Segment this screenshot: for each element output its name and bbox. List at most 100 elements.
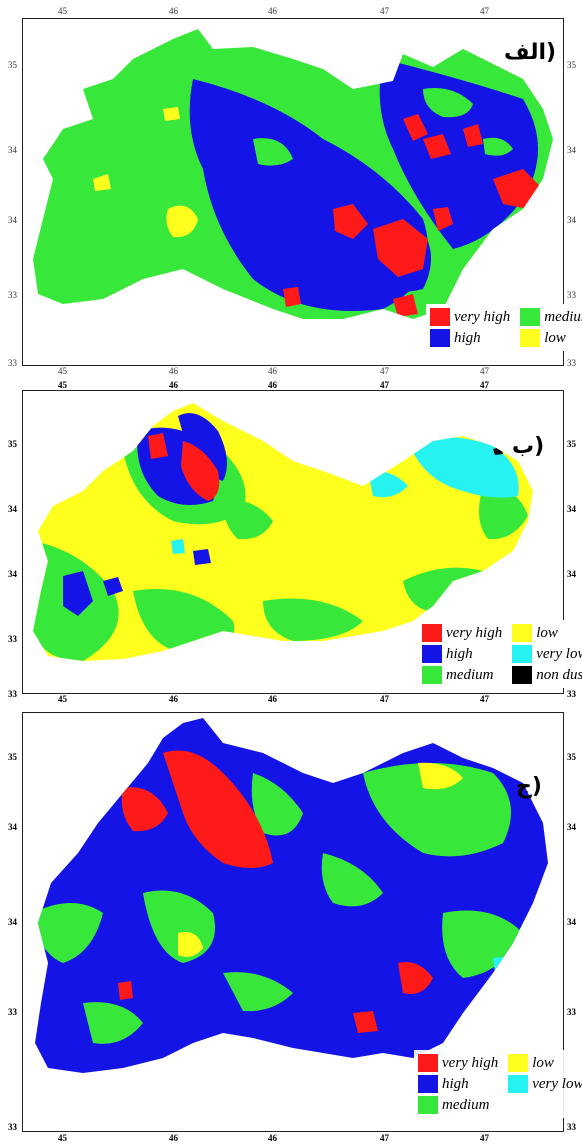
left-tick: 33 <box>8 290 17 300</box>
left-tick: 33 <box>8 1122 17 1132</box>
bottom-tick: 45 <box>58 694 67 704</box>
top-tick: 46 <box>169 380 178 390</box>
left-tick: 35 <box>8 60 17 70</box>
left-tick: 33 <box>8 689 17 699</box>
bottom-tick: 45 <box>58 1133 67 1143</box>
legend-item: very low <box>512 645 582 663</box>
right-tick: 35 <box>567 60 576 70</box>
legend-label: high <box>454 329 481 346</box>
top-tick: 47 <box>380 6 389 16</box>
panel-label: ج) <box>516 774 542 799</box>
top-tick: 45 <box>58 6 67 16</box>
left-tick: 34 <box>8 215 17 225</box>
bottom-tick: 46 <box>268 694 277 704</box>
legend-swatch <box>418 1096 438 1114</box>
legend-item: low <box>520 329 582 347</box>
bottom-tick: 47 <box>480 1133 489 1143</box>
panel-label: ب) <box>512 434 545 459</box>
legend-label: very high <box>454 308 511 325</box>
legend-item: high <box>418 1075 498 1093</box>
legend-swatch <box>422 624 442 642</box>
legend-swatch <box>418 1054 438 1072</box>
legend-swatch <box>418 1075 438 1093</box>
left-tick: 33 <box>8 358 17 368</box>
legend-label: medium <box>446 666 494 683</box>
map-frame <box>22 18 564 366</box>
top-tick: 45 <box>58 380 67 390</box>
right-tick: 33 <box>567 358 576 368</box>
bottom-tick: 47 <box>380 694 389 704</box>
bottom-tick: 46 <box>169 366 178 376</box>
right-tick: 34 <box>567 569 576 579</box>
legend-label: very high <box>446 624 503 641</box>
left-tick: 34 <box>8 917 17 927</box>
legend-swatch <box>520 329 541 347</box>
map-frame <box>22 390 564 694</box>
bottom-tick: 47 <box>480 694 489 704</box>
left-tick: 34 <box>8 569 17 579</box>
legend-item: non dust <box>512 666 582 684</box>
map-legend: very high low high very low medium <box>414 1050 582 1118</box>
legend-label: very high <box>442 1054 499 1071</box>
legend-label: low <box>544 329 566 346</box>
top-tick: 47 <box>380 380 389 390</box>
map-frame <box>22 712 564 1132</box>
legend-label: medium <box>544 308 582 325</box>
bottom-tick: 47 <box>380 366 389 376</box>
left-tick: 34 <box>8 504 17 514</box>
bottom-tick: 47 <box>380 1133 389 1143</box>
legend-item: low <box>508 1054 582 1072</box>
legend-swatch <box>520 308 541 326</box>
legend-label: very low <box>536 645 582 662</box>
legend-label: medium <box>442 1096 490 1113</box>
right-tick: 33 <box>567 689 576 699</box>
legend-swatch <box>422 645 442 663</box>
bottom-tick: 47 <box>480 366 489 376</box>
left-tick: 35 <box>8 439 17 449</box>
legend-swatch <box>508 1075 529 1093</box>
left-tick: 34 <box>8 145 17 155</box>
legend-swatch <box>422 666 442 684</box>
right-tick: 35 <box>567 439 576 449</box>
legend-label: non dust <box>536 666 582 683</box>
region-map <box>33 403 533 661</box>
right-tick: 33 <box>567 1007 576 1017</box>
top-tick: 47 <box>480 380 489 390</box>
left-tick: 34 <box>8 822 17 832</box>
left-tick: 35 <box>8 752 17 762</box>
legend-item: very low <box>508 1075 582 1093</box>
map-legend: very high low high very low medium non d… <box>418 620 582 688</box>
right-tick: 34 <box>567 822 576 832</box>
right-tick: 34 <box>567 504 576 514</box>
legend-item: very high <box>422 624 502 642</box>
right-tick: 33 <box>567 290 576 300</box>
panel-label: الف) <box>504 40 557 65</box>
bottom-tick: 46 <box>169 1133 178 1143</box>
left-tick: 33 <box>8 634 17 644</box>
right-tick: 35 <box>567 752 576 762</box>
legend-swatch <box>430 329 450 347</box>
legend-item: low <box>512 624 582 642</box>
legend-swatch <box>512 624 533 642</box>
bottom-tick: 45 <box>58 366 67 376</box>
map-panel-c: 35 34 34 33 33 35 34 34 33 33 ج) very hi… <box>6 712 582 1145</box>
legend-item: high <box>430 329 510 347</box>
top-tick: 46 <box>169 6 178 16</box>
region-map <box>35 718 548 1073</box>
legend-label: high <box>442 1075 469 1092</box>
right-tick: 33 <box>567 1122 576 1132</box>
right-tick: 34 <box>567 145 576 155</box>
legend-label: low <box>536 624 558 641</box>
legend-item: very high <box>418 1054 498 1072</box>
bottom-tick: 46 <box>268 1133 277 1143</box>
top-tick: 46 <box>268 380 277 390</box>
top-tick: 47 <box>480 6 489 16</box>
bottom-tick: 46 <box>169 694 178 704</box>
map-legend: very high medium high low <box>426 304 582 351</box>
legend-item: very high <box>430 308 510 326</box>
top-tick: 46 <box>268 6 277 16</box>
legend-item: medium <box>418 1096 498 1114</box>
legend-item: medium <box>520 308 582 326</box>
legend-label: low <box>532 1054 554 1071</box>
legend-item: high <box>422 645 502 663</box>
